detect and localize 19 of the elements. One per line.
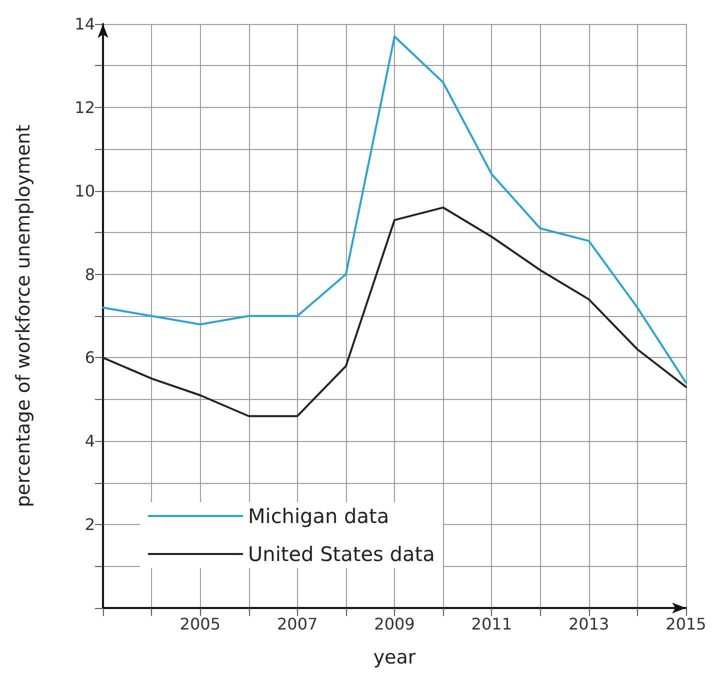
line-series <box>102 36 687 384</box>
y-tick-label: 4 <box>84 432 95 451</box>
x-tick-label: 2005 <box>180 614 221 634</box>
x-tick-label: 2013 <box>568 614 610 634</box>
y-tick-label: 14 <box>74 14 95 34</box>
y-tick-label: 6 <box>84 348 95 368</box>
legend-label: United States data <box>248 542 435 566</box>
x-axis-title: year <box>373 646 416 668</box>
x-tick-label: 2007 <box>276 614 318 634</box>
y-tick-label: 2 <box>84 515 95 534</box>
y-axis-title: percentage of workforce unemployment <box>12 124 34 508</box>
y-tick-label: 12 <box>74 98 95 117</box>
legend-label: Michigan data <box>248 504 390 528</box>
y-tick-label: 10 <box>74 181 95 200</box>
y-tick-label: 8 <box>84 264 95 284</box>
x-tick-label: 2015 <box>666 614 706 634</box>
line-series <box>102 206 687 418</box>
x-tick-label: 2009 <box>374 614 415 634</box>
x-tick-label: 2011 <box>471 614 512 634</box>
